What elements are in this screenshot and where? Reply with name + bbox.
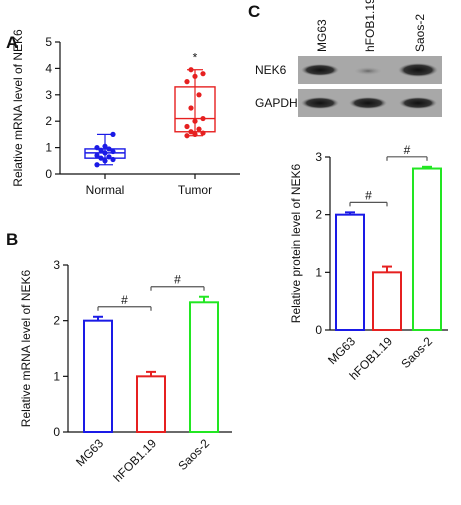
x-tick-label: Saos-2 bbox=[175, 436, 212, 473]
data-point bbox=[110, 131, 116, 137]
x-tick-label: Tumor bbox=[178, 183, 212, 197]
blot-band bbox=[349, 97, 387, 109]
data-point bbox=[184, 133, 190, 139]
y-axis-label: Relative protein level of NEK6 bbox=[289, 163, 303, 323]
data-point bbox=[98, 155, 104, 161]
data-point bbox=[110, 148, 116, 155]
data-point bbox=[188, 67, 194, 73]
panel-label: A bbox=[6, 33, 18, 52]
blot-lane-label: hFOB1.19 bbox=[363, 0, 377, 52]
data-point bbox=[196, 92, 202, 98]
data-point bbox=[184, 79, 190, 85]
data-point bbox=[102, 143, 108, 149]
western-blot bbox=[298, 56, 442, 117]
y-tick-label: 4 bbox=[45, 61, 52, 75]
bar bbox=[136, 375, 166, 434]
data-point bbox=[188, 105, 194, 111]
y-tick-label: 3 bbox=[315, 150, 322, 164]
data-point bbox=[192, 131, 198, 137]
data-point bbox=[106, 146, 112, 152]
data-point bbox=[200, 130, 206, 136]
significance-mark: * bbox=[193, 51, 198, 65]
y-tick-label: 0 bbox=[315, 323, 322, 337]
data-point bbox=[94, 152, 100, 159]
y-axis-label: Relative mRNA level of NEK6 bbox=[11, 29, 25, 187]
x-tick-label: MG63 bbox=[325, 334, 358, 367]
blot-lane-label: MG63 bbox=[315, 19, 329, 52]
blot-row-label: GAPDH bbox=[255, 96, 298, 110]
data-point bbox=[98, 147, 104, 153]
data-point bbox=[196, 126, 202, 132]
y-tick-label: 1 bbox=[53, 369, 60, 383]
significance-mark: # bbox=[121, 293, 128, 307]
data-point bbox=[110, 156, 116, 163]
x-tick-label: Saos-2 bbox=[398, 334, 435, 371]
blot-band bbox=[399, 97, 437, 109]
x-tick-label: MG63 bbox=[73, 436, 106, 469]
y-tick-label: 1 bbox=[315, 265, 322, 279]
y-tick-label: 5 bbox=[45, 35, 52, 49]
blot-band bbox=[398, 63, 438, 77]
x-tick-label: Normal bbox=[86, 183, 125, 197]
data-point bbox=[102, 150, 108, 156]
y-tick-label: 0 bbox=[45, 167, 52, 181]
x-tick-label: hFOB1.19 bbox=[111, 436, 160, 485]
significance-mark: # bbox=[174, 273, 181, 287]
y-tick-label: 3 bbox=[53, 258, 60, 272]
y-tick-label: 2 bbox=[53, 314, 60, 328]
blot-lane-label: Saos-2 bbox=[413, 14, 427, 52]
data-point bbox=[200, 71, 206, 77]
y-tick-label: 2 bbox=[315, 208, 322, 222]
y-tick-label: 0 bbox=[53, 425, 60, 439]
blot-band bbox=[354, 67, 382, 75]
y-tick-label: 1 bbox=[45, 141, 52, 155]
bar bbox=[372, 271, 402, 332]
data-point bbox=[188, 129, 194, 135]
panel-label: B bbox=[6, 230, 18, 249]
blot-band bbox=[301, 97, 339, 109]
data-point bbox=[106, 154, 112, 160]
data-point bbox=[192, 118, 198, 124]
data-point bbox=[184, 123, 190, 130]
blot-band bbox=[301, 64, 339, 76]
panel-label: C bbox=[248, 2, 260, 21]
bar bbox=[412, 167, 442, 331]
significance-mark: # bbox=[404, 143, 411, 157]
data-point bbox=[102, 158, 108, 164]
bar bbox=[189, 301, 219, 433]
data-point bbox=[94, 145, 100, 151]
data-point bbox=[192, 73, 198, 79]
data-point bbox=[200, 115, 206, 122]
blot-row-label: NEK6 bbox=[255, 63, 287, 77]
y-tick-label: 3 bbox=[45, 88, 52, 102]
box bbox=[174, 86, 216, 133]
data-point bbox=[94, 162, 100, 168]
bar bbox=[83, 319, 113, 433]
significance-mark: # bbox=[365, 188, 372, 202]
y-axis-label: Relative mRNA level of NEK6 bbox=[19, 269, 33, 427]
bar bbox=[335, 213, 365, 332]
y-tick-label: 2 bbox=[45, 114, 52, 128]
